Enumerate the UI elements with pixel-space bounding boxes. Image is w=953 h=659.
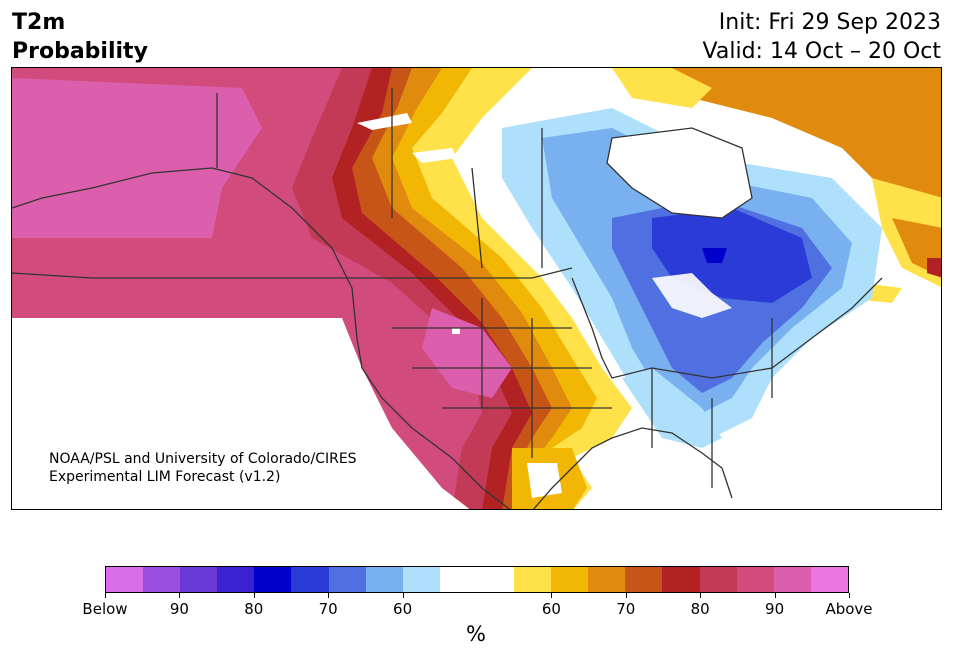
- probability-map: [11, 67, 942, 510]
- colorbar-segment: [328, 567, 366, 592]
- credit-text: NOAA/PSL and University of Colorado/CIRE…: [49, 450, 357, 486]
- colorbar-tick-label: 70: [318, 600, 338, 618]
- colorbar-tick-label: Below: [82, 600, 128, 618]
- colorbar-tick-mark: [849, 593, 850, 598]
- colorbar-segment: [439, 567, 477, 592]
- colorbar: [105, 566, 849, 593]
- colorbar-segment: [514, 567, 552, 592]
- colorbar-tick-label: 60: [541, 600, 561, 618]
- colorbar-segment: [254, 567, 292, 592]
- colorbar-segment: [143, 567, 181, 592]
- colorbar-tick-mark: [253, 593, 255, 598]
- colorbar-tick-label: 80: [690, 600, 710, 618]
- warm-region: [12, 68, 632, 509]
- colorbar-segment: [365, 567, 403, 592]
- colorbar-segment: [662, 567, 700, 592]
- colorbar-segment: [699, 567, 737, 592]
- colorbar-tick-mark: [774, 593, 776, 598]
- colorbar-tick-mark: [625, 593, 627, 598]
- colorbar-tick-mark: [551, 593, 553, 598]
- map-canvas: [12, 68, 941, 509]
- colorbar-tick-mark: [700, 593, 702, 598]
- colorbar-segment: [291, 567, 329, 592]
- colorbar-tick-label: 90: [765, 600, 785, 618]
- colorbar-tick-mark: [402, 593, 404, 598]
- colorbar-segment: [217, 567, 255, 592]
- colorbar-segment: [551, 567, 589, 592]
- colorbar-tick-label: 90: [169, 600, 189, 618]
- colorbar-tick-label: 80: [244, 600, 264, 618]
- colorbar-segment: [588, 567, 626, 592]
- borders: [12, 88, 883, 509]
- init-date: Init: Fri 29 Sep 2023: [718, 10, 941, 35]
- colorbar-tick-mark: [328, 593, 330, 598]
- forecast-dates: Init: Fri 29 Sep 2023 Valid: 14 Oct – 20…: [703, 8, 941, 66]
- credit-line-2: Experimental LIM Forecast (v1.2): [49, 469, 281, 485]
- northeast-warm: [612, 68, 941, 303]
- colorbar-tick-label: Above: [825, 600, 873, 618]
- colorbar-segment: [736, 567, 774, 592]
- colorbar-segment: [476, 567, 515, 592]
- title-line-2: Probability: [12, 39, 148, 64]
- valid-range: Valid: 14 Oct – 20 Oct: [702, 39, 941, 64]
- colorbar-unit: %: [466, 622, 486, 646]
- credit-line-1: NOAA/PSL and University of Colorado/CIRE…: [49, 451, 357, 467]
- colorbar-segment: [402, 567, 440, 592]
- map-title: T2m Probability: [12, 8, 148, 66]
- colorbar-segment: [625, 567, 663, 592]
- title-line-1: T2m: [12, 10, 66, 35]
- colorbar-tick-mark: [105, 593, 106, 598]
- water-bodies: [357, 113, 752, 334]
- colorbar-segment: [180, 567, 218, 592]
- colorbar-segment: [106, 567, 144, 592]
- colorbar-tick-mark: [179, 593, 181, 598]
- colorbar-segment: [810, 567, 848, 592]
- colorbar-tick-label: 70: [616, 600, 636, 618]
- colorbar-tick-label: 60: [393, 600, 413, 618]
- colorbar-segment: [773, 567, 811, 592]
